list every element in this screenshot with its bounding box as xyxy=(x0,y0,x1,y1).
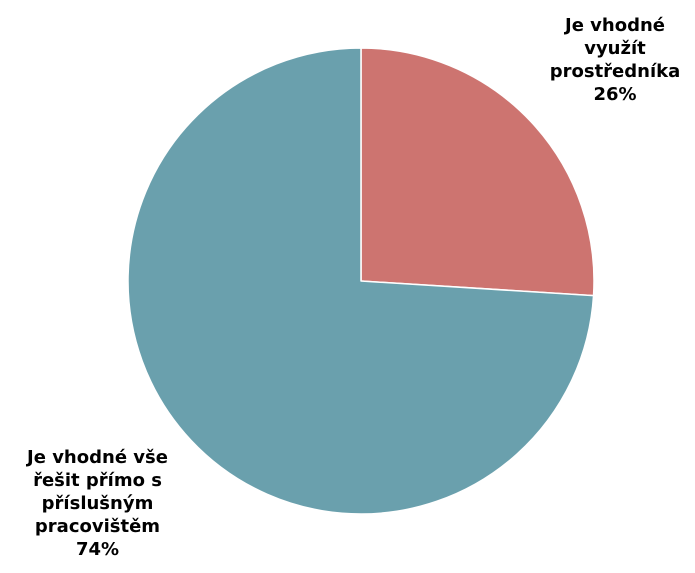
pie-slice-0 xyxy=(360,47,595,297)
slice-label-line: Je vhodné xyxy=(565,15,665,36)
slice-label-line: pracovištěm xyxy=(34,516,161,537)
slice-label-line: řešit přímo s xyxy=(33,470,162,491)
pie-slice-1 xyxy=(127,47,595,515)
slice-label-line: Je vhodné vše xyxy=(27,447,168,468)
slice-percent: 74% xyxy=(75,539,120,560)
slice-label-direct: Je vhodné vše řešit přímo s příslušným p… xyxy=(5,446,190,561)
slice-label-line: prostředníka xyxy=(549,61,681,82)
slice-label-line: příslušným xyxy=(41,493,154,514)
slice-label-line: využít xyxy=(584,38,646,59)
pie-slices xyxy=(127,47,595,515)
slice-label-intermediary: Je vhodné využít prostředníka 26% xyxy=(540,14,690,106)
slice-percent: 26% xyxy=(593,84,637,105)
